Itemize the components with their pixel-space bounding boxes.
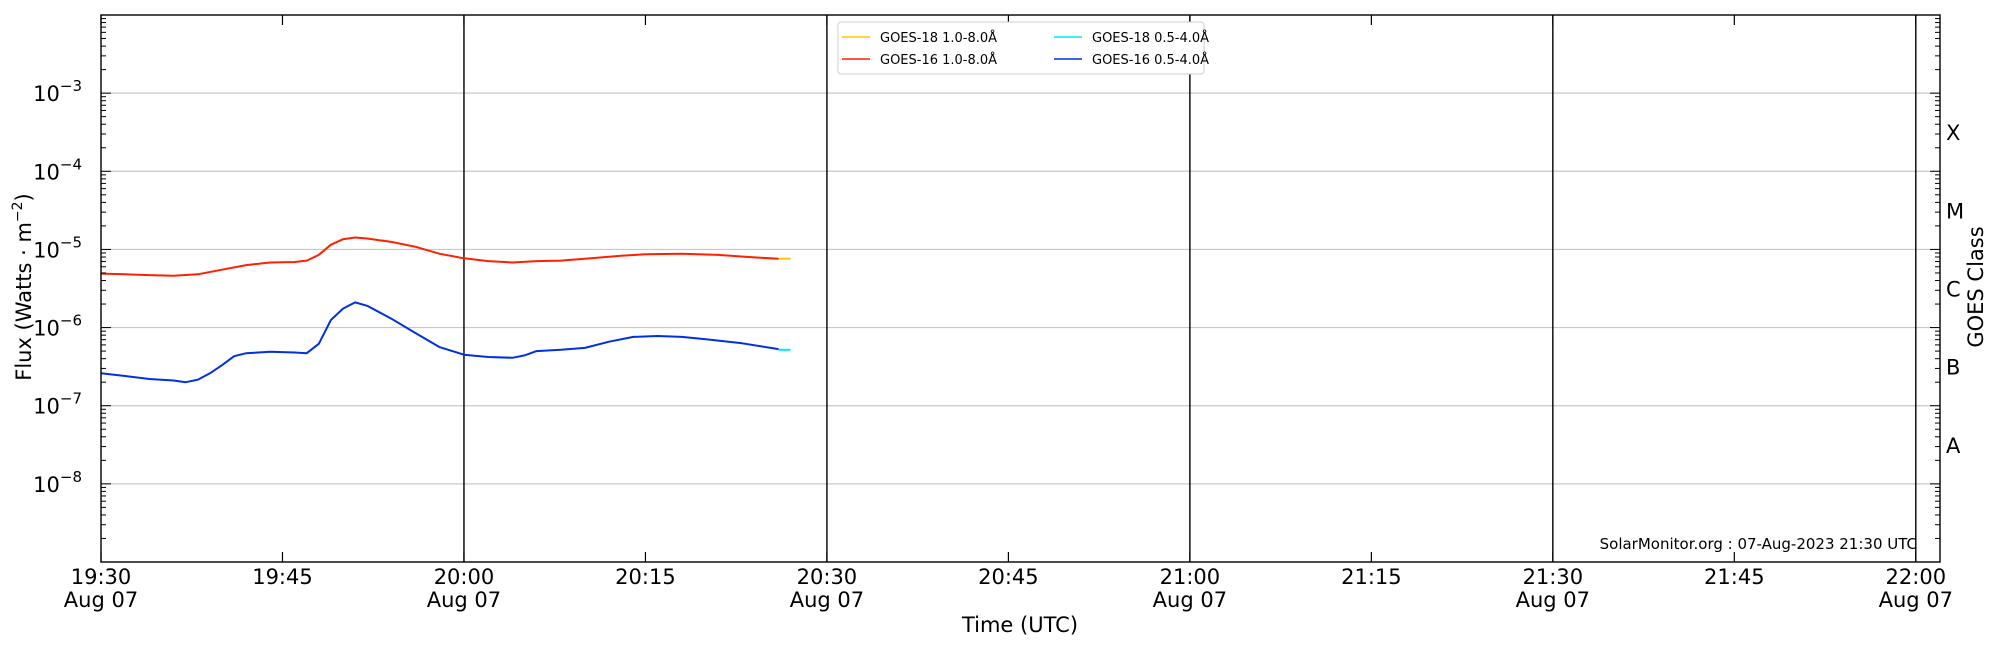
x-tick-label: 21:30 [1523,565,1584,589]
x-tick-label: 20:00 [434,565,495,589]
legend: GOES-18 1.0-8.0Å GOES-18 0.5-4.0Å GOES-16 … [837,21,1209,75]
x-tick-label: 21:00 [1160,565,1221,589]
x-tick-label: 19:45 [252,565,313,589]
legend-box [837,21,1205,75]
legend-label: GOES-18 0.5-4.0Å [1092,30,1209,46]
series-lines [100,236,791,384]
y-tick-base: 10 [33,317,60,341]
x-tick-label: 20:45 [978,565,1039,589]
x-tick-label: 19:30 [71,565,132,589]
y-tick-base: 10 [33,395,60,419]
goes-class-label: X [1946,121,1960,145]
y-axis-title-close: ) [12,193,36,201]
axis-ticks [100,15,1940,563]
x-tick-label-date: Aug 07 [1153,588,1227,612]
x-tick-label: 21:15 [1341,565,1402,589]
goes-class-label: A [1946,434,1961,458]
y-tick-exponent: −7 [60,390,82,408]
plot-frame [100,14,1941,563]
x-tick-label-date: Aug 07 [790,588,864,612]
plot-border [100,14,1941,563]
y-tick-labels: 10−310−410−510−610−710−8 [33,77,82,497]
x-tick-label: 20:15 [615,565,676,589]
y-tick-exponent: −3 [60,77,82,95]
credit-text: SolarMonitor.org : 07-Aug-2023 21:30 UTC [1600,535,1917,553]
series-line [100,301,779,384]
x-tick-label-date: Aug 07 [1516,588,1590,612]
y-axis-title: Flux (Watts · m−2) [10,193,36,381]
grid-lines [101,92,1940,485]
goes-class-label: M [1946,199,1964,223]
y-tick-exponent: −5 [60,233,82,251]
y-tick-label: 10−4 [33,155,82,184]
x-axis-title: Time (UTC) [961,613,1078,637]
x-tick-label: 22:00 [1886,565,1947,589]
x-tick-label-date: Aug 07 [64,588,138,612]
y-tick-exponent: −4 [60,155,82,173]
y-tick-label: 10−8 [33,468,82,497]
y-axis-title-exponent: −2 [10,201,26,222]
y-tick-label: 10−5 [33,233,82,262]
legend-label: GOES-16 1.0-8.0Å [880,52,997,68]
legend-label: GOES-18 1.0-8.0Å [880,30,997,46]
y-tick-base: 10 [33,238,60,262]
y-tick-base: 10 [33,82,60,106]
goes-class-label: C [1946,278,1961,302]
y-tick-exponent: −8 [60,468,82,486]
y-tick-exponent: −6 [60,312,82,330]
y-tick-label: 10−3 [33,77,82,106]
y2-axis-title: GOES Class [1964,226,1988,347]
y-axis-title-main: Flux (Watts · m [12,222,36,381]
series-line [100,236,779,277]
x-tick-label-date: Aug 07 [1879,588,1953,612]
legend-label: GOES-16 0.5-4.0Å [1092,52,1209,68]
x-tick-label: 21:45 [1704,565,1765,589]
y-tick-label: 10−7 [33,390,82,419]
time-marker-lines [463,15,1917,562]
x-tick-label-date: Aug 07 [427,588,501,612]
goes-class-labels: X M C B A [1946,121,1964,458]
y-tick-base: 10 [33,473,60,497]
y-tick-label: 10−6 [33,312,82,341]
goes-class-label: B [1946,356,1960,380]
x-tick-label: 20:30 [797,565,858,589]
y-tick-base: 10 [33,160,60,184]
